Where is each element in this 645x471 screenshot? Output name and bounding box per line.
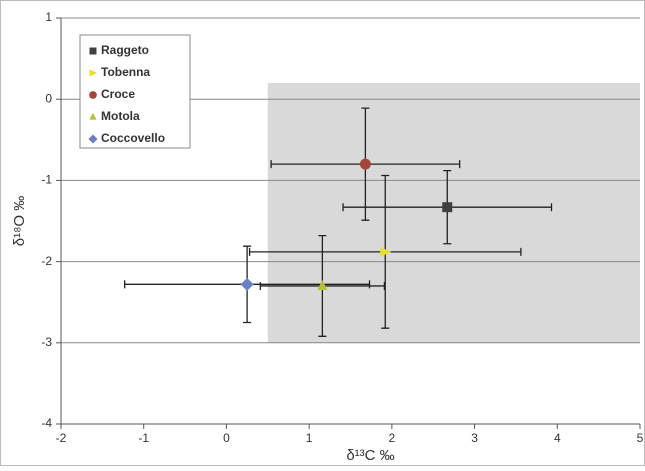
- shaded-region: [267, 82, 640, 343]
- y-tick-label: -2: [41, 254, 52, 268]
- legend-marker: [89, 112, 97, 120]
- legend-marker: [89, 91, 97, 99]
- x-axis-label: δ¹³C ‰: [346, 447, 394, 464]
- legend-box: [79, 34, 191, 149]
- y-tick-label: 0: [45, 91, 52, 105]
- y-tick-label: -3: [41, 335, 52, 349]
- legend-label: Motola: [101, 109, 140, 123]
- x-tick-label: 2: [389, 431, 396, 445]
- x-tick-label: -1: [138, 431, 149, 445]
- legend-label: Tobenna: [101, 65, 150, 79]
- legend-marker: [89, 47, 97, 55]
- point: [240, 277, 254, 291]
- point: [359, 158, 371, 170]
- point: [380, 246, 392, 257]
- legend-marker: [88, 134, 98, 144]
- y-tick-label: 1: [45, 10, 52, 24]
- y-axis-label: δ¹⁸O ‰: [11, 196, 28, 247]
- y-tick-label: -1: [41, 173, 52, 187]
- point: [442, 202, 453, 213]
- x-tick-label: 1: [306, 431, 313, 445]
- legend-label: Coccovello: [101, 131, 165, 145]
- legend-label: Raggeto: [101, 43, 149, 57]
- legend-label: Croce: [101, 87, 135, 101]
- y-tick-label: -4: [41, 416, 52, 430]
- x-tick-label: -2: [56, 431, 67, 445]
- x-tick-label: 3: [471, 431, 478, 445]
- point: [317, 279, 328, 290]
- x-tick-label: 0: [223, 431, 230, 445]
- x-tick-label: 4: [554, 431, 561, 445]
- legend-marker: [89, 69, 98, 77]
- x-tick-label: 5: [637, 431, 644, 445]
